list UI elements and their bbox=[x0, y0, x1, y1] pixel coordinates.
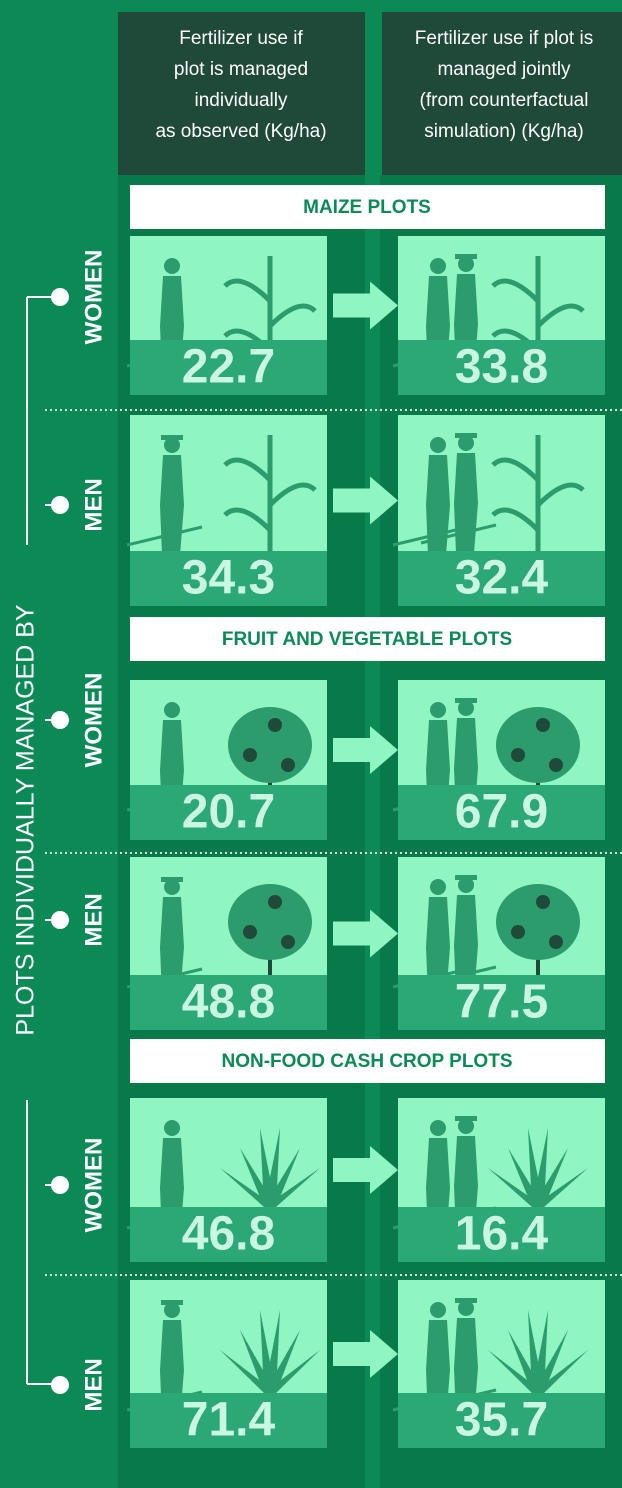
value-text: 35.7 bbox=[455, 1394, 548, 1447]
hat bbox=[455, 875, 477, 880]
fruit bbox=[536, 895, 550, 909]
hat bbox=[455, 1298, 477, 1303]
hat bbox=[161, 877, 183, 882]
hat bbox=[455, 433, 477, 438]
value-text: 32.4 bbox=[455, 552, 549, 605]
head bbox=[164, 1120, 180, 1136]
bracket-dot bbox=[51, 288, 69, 306]
fruit bbox=[243, 748, 257, 762]
value-text: 20.7 bbox=[182, 786, 275, 839]
head bbox=[430, 1302, 446, 1318]
header-text: (from counterfactual bbox=[420, 90, 589, 111]
header-text: Fertilizer use if bbox=[179, 28, 303, 49]
panel: 77.5 bbox=[393, 857, 605, 1030]
header-text: as observed (Kg/ha) bbox=[155, 121, 326, 142]
value-text: 16.4 bbox=[455, 1208, 549, 1261]
section-title: MAIZE PLOTS bbox=[303, 197, 431, 218]
panel: 16.4 bbox=[393, 1098, 605, 1262]
bracket-dot bbox=[51, 1376, 69, 1394]
foliage bbox=[496, 884, 580, 960]
value-text: 71.4 bbox=[182, 1394, 276, 1447]
bracket-dot bbox=[51, 911, 69, 929]
foliage bbox=[228, 707, 312, 783]
value-text: 33.8 bbox=[455, 341, 548, 394]
row-label: WOMEN bbox=[80, 1138, 107, 1233]
body bbox=[160, 455, 184, 555]
bracket-dot bbox=[51, 1176, 69, 1194]
panel: 46.8 bbox=[127, 1098, 327, 1262]
panel: 71.4 bbox=[127, 1280, 327, 1448]
fruit bbox=[549, 758, 563, 772]
fruit bbox=[536, 718, 550, 732]
head bbox=[430, 1120, 446, 1136]
fruit bbox=[268, 895, 282, 909]
fruit bbox=[243, 925, 257, 939]
value-text: 22.7 bbox=[182, 341, 275, 394]
foliage bbox=[496, 707, 580, 783]
panel: 32.4 bbox=[393, 415, 605, 606]
hat bbox=[455, 254, 477, 259]
row-label: MEN bbox=[80, 1358, 107, 1411]
bracket-dot bbox=[51, 496, 69, 514]
panel: 48.8 bbox=[127, 857, 327, 1030]
panel: 33.8 bbox=[393, 236, 605, 395]
fruit bbox=[511, 925, 525, 939]
head bbox=[164, 702, 180, 718]
panel: 35.7 bbox=[393, 1280, 605, 1448]
fruit bbox=[281, 758, 295, 772]
row-label: WOMEN bbox=[80, 250, 107, 345]
hat bbox=[455, 698, 477, 703]
header-text: managed jointly bbox=[437, 59, 571, 80]
panel: 20.7 bbox=[127, 680, 327, 840]
row-label: MEN bbox=[80, 478, 107, 531]
value-text: 48.8 bbox=[182, 976, 275, 1029]
body bbox=[454, 453, 478, 553]
section-title: NON-FOOD CASH CROP PLOTS bbox=[222, 1051, 513, 1072]
fruit bbox=[268, 718, 282, 732]
header-text: plot is managed bbox=[174, 59, 308, 80]
fruit bbox=[549, 935, 563, 949]
infographic: PLOTS INDIVIDUALLY MANAGED BY Fertilizer… bbox=[0, 0, 622, 1488]
head bbox=[430, 702, 446, 718]
header-text: individually bbox=[195, 90, 288, 111]
panel: 22.7 bbox=[127, 236, 327, 395]
hat bbox=[161, 1300, 183, 1305]
section-title: FRUIT AND VEGETABLE PLOTS bbox=[222, 629, 512, 650]
row-label: WOMEN bbox=[80, 673, 107, 768]
head bbox=[430, 258, 446, 274]
head bbox=[164, 258, 180, 274]
value-text: 67.9 bbox=[455, 786, 548, 839]
fruit bbox=[281, 935, 295, 949]
value-text: 77.5 bbox=[455, 976, 548, 1029]
foliage bbox=[228, 884, 312, 960]
fruit bbox=[511, 748, 525, 762]
side-label: PLOTS INDIVIDUALLY MANAGED BY bbox=[12, 604, 40, 1035]
value-text: 34.3 bbox=[182, 552, 275, 605]
bracket-dot bbox=[51, 711, 69, 729]
value-text: 46.8 bbox=[182, 1208, 275, 1261]
head bbox=[430, 879, 446, 895]
panel: 67.9 bbox=[393, 680, 605, 840]
hat bbox=[161, 435, 183, 440]
panel: 34.3 bbox=[127, 415, 327, 606]
header-text: simulation) (Kg/ha) bbox=[424, 121, 583, 142]
head bbox=[430, 437, 446, 453]
row-label: MEN bbox=[80, 893, 107, 946]
header-text: Fertilizer use if plot is bbox=[415, 28, 593, 49]
hat bbox=[455, 1116, 477, 1121]
